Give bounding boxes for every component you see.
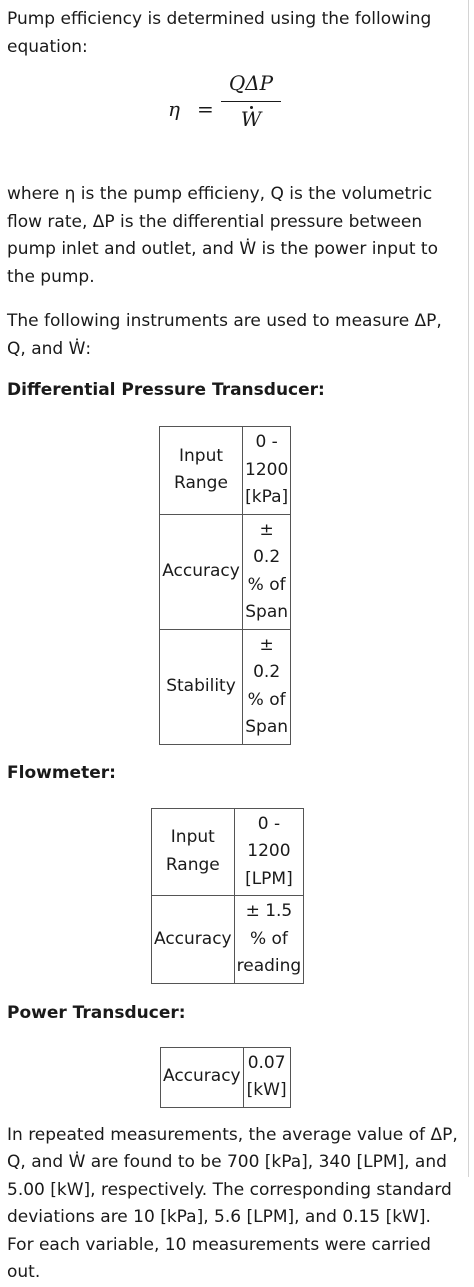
dp-transducer-heading: Differential Pressure Transducer: bbox=[7, 380, 325, 400]
table-cell-label: Accuracy bbox=[159, 513, 243, 630]
table-cell-value: 0 - 1200 [LPM] bbox=[233, 807, 305, 896]
intro-paragraph: Pump efficiency is determined using the … bbox=[7, 9, 432, 57]
table-cell-value: 0 - 1200 [kPa] bbox=[241, 426, 292, 515]
definition-paragraph: where η is the pump efficieny, Q is the … bbox=[7, 184, 438, 287]
table-row: Input Range 0 - 1200 [kPa] bbox=[159, 426, 292, 515]
table-row: Accuracy ± 1.5 % of reading bbox=[151, 895, 305, 984]
power-transducer-table: Accuracy 0.07 [kW] bbox=[160, 1046, 291, 1108]
problem-statement: Pump efficiency is determined using the … bbox=[7, 6, 462, 1287]
flowmeter-table: Input Range 0 - 1200 [LPM] Accuracy ± 1.… bbox=[151, 807, 305, 984]
table-cell-value: ± 1.5 % of reading bbox=[233, 895, 305, 984]
table-row: Accuracy 0.07 [kW] bbox=[160, 1046, 291, 1108]
equation-fraction: QΔP W bbox=[221, 69, 281, 133]
equation-lhs: η bbox=[168, 97, 180, 121]
table-cell-label: Input Range bbox=[151, 807, 235, 896]
table-cell-value: ± 0.2 % of Span bbox=[241, 628, 292, 745]
measurements-paragraph: In repeated measurements, the average va… bbox=[7, 1124, 458, 1283]
table-cell-label: Accuracy bbox=[160, 1046, 244, 1108]
flowmeter-heading: Flowmeter: bbox=[7, 762, 116, 783]
dp-transducer-table: Input Range 0 - 1200 [kPa] Accuracy ± 0.… bbox=[159, 426, 292, 745]
fraction-bar bbox=[221, 101, 281, 102]
table-cell-value: 0.07 [kW] bbox=[242, 1046, 291, 1108]
equation-denominator: W bbox=[240, 106, 262, 131]
table-cell-value: ± 0.2 % of Span bbox=[241, 513, 292, 630]
equation-denominator-wrap: W bbox=[221, 105, 281, 133]
instruments-intro-paragraph: The following instruments are used to me… bbox=[7, 311, 442, 359]
table-cell-label: Stability bbox=[159, 628, 243, 745]
table-row: Input Range 0 - 1200 [LPM] bbox=[151, 807, 305, 896]
equation-numerator: QΔP bbox=[228, 71, 274, 95]
table-cell-label: Accuracy bbox=[151, 895, 235, 984]
power-transducer-heading: Power Transducer: bbox=[7, 1002, 186, 1023]
table-cell-label: Input Range bbox=[159, 426, 243, 515]
efficiency-equation: η = QΔP W bbox=[7, 61, 462, 181]
equation-equals-sign: = bbox=[197, 97, 214, 121]
right-border-line bbox=[468, 0, 469, 1177]
table-row: Accuracy ± 0.2 % of Span bbox=[159, 513, 292, 630]
table-row: Stability ± 0.2 % of Span bbox=[159, 628, 292, 745]
